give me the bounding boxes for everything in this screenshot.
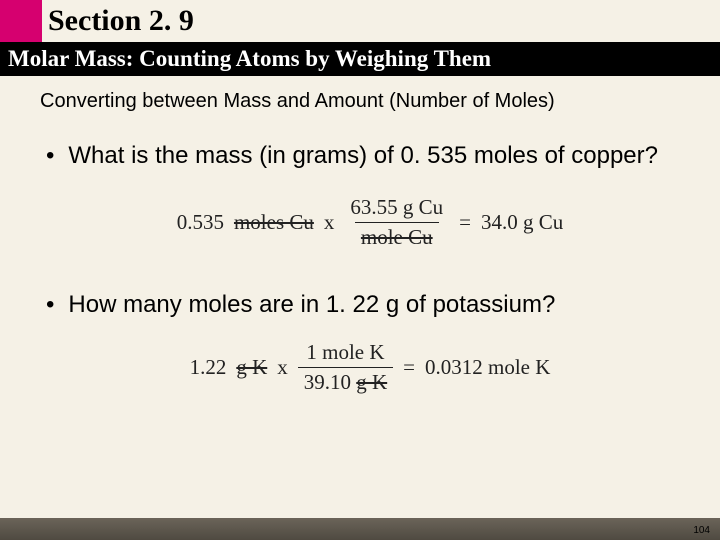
eq1-numerator: 63.55 g Cu (344, 195, 449, 222)
eq1-lhs-unit: moles Cu (234, 210, 314, 235)
eq2-den-value: 39.10 (304, 370, 351, 394)
eq2-rhs: 0.0312 mole K (425, 355, 550, 380)
eq2-numerator: 1 mole K (300, 340, 390, 367)
equation-1-wrap: 0.535 moles Cu x 63.55 g Cu mole Cu = 34… (40, 195, 700, 250)
eq2-lhs-value: 1.22 (190, 355, 227, 380)
bullet-marker: • (46, 290, 54, 320)
eq1-fraction: 63.55 g Cu mole Cu (344, 195, 449, 250)
eq1-equals: = (459, 210, 471, 235)
eq2-denominator: 39.10 g K (298, 367, 393, 395)
topic-bar: Molar Mass: Counting Atoms by Weighing T… (0, 42, 720, 76)
equation-2: 1.22 g K x 1 mole K 39.10 g K = 0.0312 m… (190, 340, 551, 395)
footer-bar (0, 518, 720, 540)
eq1-times: x (324, 210, 335, 235)
topic-title: Molar Mass: Counting Atoms by Weighing T… (8, 46, 491, 72)
equation-2-wrap: 1.22 g K x 1 mole K 39.10 g K = 0.0312 m… (40, 340, 700, 395)
equation-1: 0.535 moles Cu x 63.55 g Cu mole Cu = 34… (177, 195, 564, 250)
eq2-lhs-unit: g K (236, 355, 267, 380)
page-number: 104 (693, 525, 710, 536)
section-title: Section 2. 9 (42, 0, 194, 42)
eq2-times: x (277, 355, 288, 380)
eq2-equals: = (403, 355, 415, 380)
slide-content: Converting between Mass and Amount (Numb… (0, 76, 720, 395)
q2-text: How many moles are in 1. 22 g of potassi… (68, 290, 700, 320)
eq1-denominator: mole Cu (355, 222, 439, 250)
bullet-marker: • (46, 141, 54, 171)
eq1-rhs: 34.0 g Cu (481, 210, 563, 235)
header-row: Section 2. 9 (0, 0, 720, 42)
eq2-den-unit: g K (356, 370, 387, 394)
eq2-fraction: 1 mole K 39.10 g K (298, 340, 393, 395)
subheading: Converting between Mass and Amount (Numb… (40, 90, 700, 113)
eq1-lhs-value: 0.535 (177, 210, 224, 235)
accent-block (0, 0, 42, 42)
q1-text: What is the mass (in grams) of 0. 535 mo… (68, 141, 700, 171)
bullet-q1: • What is the mass (in grams) of 0. 535 … (40, 141, 700, 171)
bullet-q2: • How many moles are in 1. 22 g of potas… (40, 290, 700, 320)
